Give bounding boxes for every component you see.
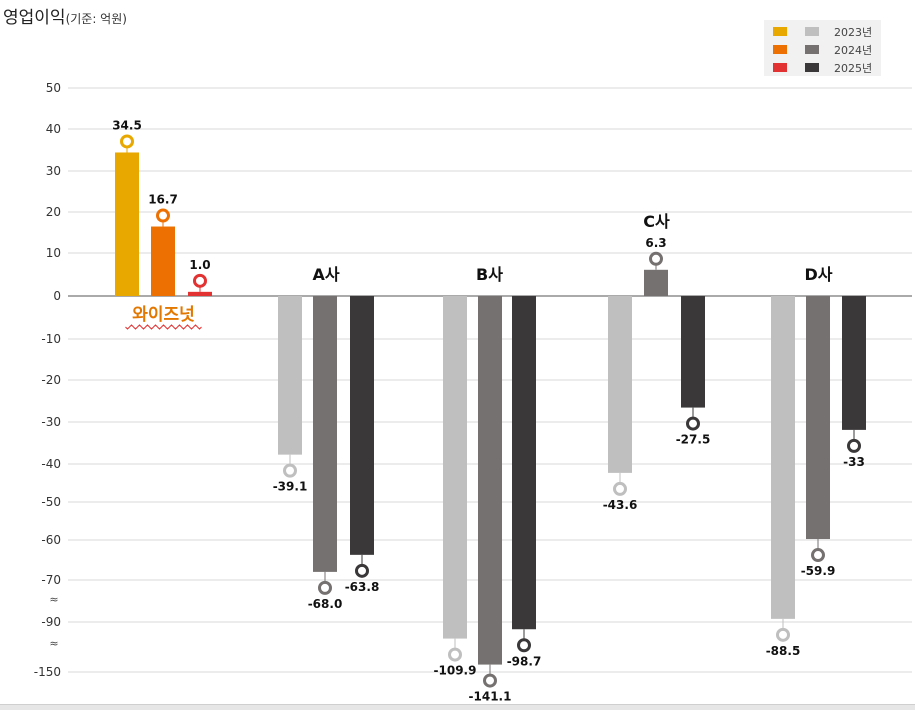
y-tick-label: 50 xyxy=(46,81,61,95)
marker-point xyxy=(517,638,531,653)
legend-peer-swatch xyxy=(805,63,819,72)
bar xyxy=(313,296,337,572)
marker-point xyxy=(613,481,627,496)
data-label: 16.7 xyxy=(148,193,178,207)
marker-point xyxy=(355,563,369,578)
marker-point xyxy=(649,251,663,266)
marker-point xyxy=(686,416,700,431)
bar xyxy=(115,152,139,296)
bar xyxy=(512,296,536,630)
legend-peer-swatch xyxy=(805,27,819,36)
bar xyxy=(842,296,866,430)
marker-point xyxy=(193,273,207,288)
bar xyxy=(771,296,795,619)
chart-title-main: 영업이익 xyxy=(3,8,66,28)
chart-subtitle: (기준: 억원) xyxy=(65,12,127,26)
window-bottom-edge xyxy=(0,704,915,710)
legend-own-swatch xyxy=(773,45,787,54)
data-label: 34.5 xyxy=(112,118,142,132)
y-tick-label: -90 xyxy=(41,615,61,629)
data-label: -68.0 xyxy=(308,597,343,611)
y-tick-label: -60 xyxy=(41,533,61,547)
bar xyxy=(681,296,705,408)
bar xyxy=(278,296,302,455)
legend-own-swatch xyxy=(773,63,787,72)
data-label: -98.7 xyxy=(507,654,542,668)
bar xyxy=(443,296,467,639)
y-tick-label: 10 xyxy=(46,246,61,260)
marker-point xyxy=(318,580,332,595)
bar xyxy=(806,296,830,540)
y-tick-label: -30 xyxy=(41,415,61,429)
y-tick-label: 0 xyxy=(53,289,61,303)
marker-point xyxy=(283,463,297,478)
category-label: B사 xyxy=(476,265,503,284)
data-label: -33 xyxy=(843,455,865,469)
axis-break-mark: ≈ xyxy=(49,637,58,650)
y-tick-label: -10 xyxy=(41,332,61,346)
data-label: -109.9 xyxy=(434,664,477,678)
legend-label: 2023년 xyxy=(834,26,873,39)
legend-own-swatch xyxy=(773,27,787,36)
y-tick-label: 20 xyxy=(46,205,61,219)
legend-peer-swatch xyxy=(805,45,819,54)
data-label: 1.0 xyxy=(189,258,210,272)
y-tick-label: 40 xyxy=(46,122,61,136)
y-tick-label: -70 xyxy=(41,573,61,587)
data-label: -27.5 xyxy=(676,433,711,447)
chart-title: 영업이익(기준: 억원) xyxy=(3,3,127,28)
bar xyxy=(151,226,175,296)
y-tick-label: -40 xyxy=(41,457,61,471)
data-label: -88.5 xyxy=(766,644,801,658)
bar xyxy=(478,296,502,665)
data-label: -59.9 xyxy=(801,564,836,578)
category-label: A사 xyxy=(312,265,339,284)
data-label: -43.6 xyxy=(603,498,638,512)
marker-point xyxy=(847,438,861,453)
legend-entry-2025: 2025년 xyxy=(764,59,881,77)
bar xyxy=(644,269,668,296)
bar xyxy=(188,291,212,296)
legend-entry-2023: 2023년 xyxy=(764,23,881,41)
bar xyxy=(608,296,632,473)
marker-point xyxy=(156,208,170,223)
legend: 2023년 2024년 2025년 xyxy=(764,20,881,76)
y-tick-label: -50 xyxy=(41,495,61,509)
data-label: -63.8 xyxy=(345,580,380,594)
category-label: 와이즈넛 xyxy=(132,305,195,325)
marker-point xyxy=(811,548,825,563)
data-label: 6.3 xyxy=(645,236,666,250)
spellcheck-underline xyxy=(125,324,202,330)
legend-label: 2024년 xyxy=(834,44,873,57)
legend-entry-2024: 2024년 xyxy=(764,41,881,59)
marker-point xyxy=(483,673,497,688)
y-tick-label: -20 xyxy=(41,373,61,387)
data-label: -141.1 xyxy=(469,690,512,704)
marker-point xyxy=(448,647,462,662)
category-label: C사 xyxy=(643,212,670,231)
bar xyxy=(350,296,374,555)
axis-break-mark: ≈ xyxy=(49,593,58,606)
y-tick-label: 30 xyxy=(46,164,61,178)
legend-label: 2025년 xyxy=(834,62,873,75)
data-label: -39.1 xyxy=(273,480,308,494)
marker-point xyxy=(120,134,134,149)
marker-point xyxy=(776,627,790,642)
y-tick-label: -150 xyxy=(34,665,61,679)
category-label: D사 xyxy=(804,265,832,284)
